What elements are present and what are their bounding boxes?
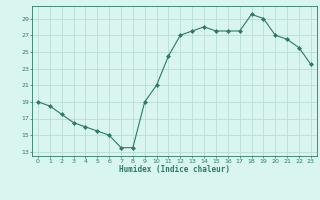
X-axis label: Humidex (Indice chaleur): Humidex (Indice chaleur) (119, 165, 230, 174)
